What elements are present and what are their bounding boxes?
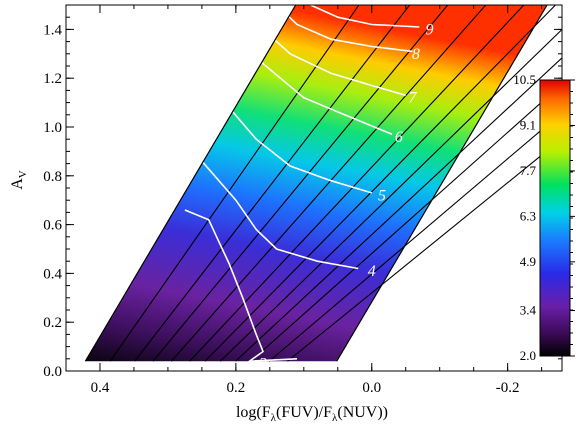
colorbar-tick-label: 4.9 (520, 254, 536, 269)
y-tick-label: 1.0 (43, 120, 62, 136)
x-axis-label: log(Fλ(FUV)/Fλ(NUV)) (236, 404, 388, 424)
contour-label-3: 3 (258, 356, 267, 373)
contour-labels: 3 4 5 6 7 89 (258, 21, 433, 372)
y-axis-label: AV (9, 170, 29, 190)
contour-line-5 (181, 58, 373, 194)
isoline (134, 5, 411, 362)
contour-label-9: 9 (426, 21, 434, 38)
y-tick-label: 0.8 (43, 169, 62, 185)
plot-area: 3 4 5 6 7 89 0.4 0.2 0.0 -0.2 0.0 0.2 0.4 0.6 0.8 1.0… (43, 4, 563, 396)
contour-line-9 (310, 5, 420, 28)
colorbar-tick-label: 9.1 (520, 117, 536, 132)
contour-line-3 (184, 209, 298, 363)
contour-label-5: 5 (378, 187, 386, 204)
colorbar-ticks: 2.0 3.4 4.9 6.3 7.7 9.1 10.5 (513, 72, 575, 363)
contour-label-6: 6 (395, 129, 403, 146)
colorbar-tick-label: 6.3 (520, 208, 536, 223)
colorbar-fill (540, 80, 570, 356)
colorbar-tick-label: 7.7 (520, 163, 537, 178)
contour-line-6 (221, 5, 393, 136)
region-left-edge (84, 5, 297, 362)
contour-label-4: 4 (368, 263, 376, 280)
contour-line-8 (276, 5, 413, 53)
region-right-edge (336, 5, 548, 362)
colorbar-tick-label: 2.0 (520, 348, 536, 363)
y-tick-label: 1.4 (43, 22, 62, 38)
x-tick-label: -0.2 (496, 380, 520, 396)
contour-line-7 (242, 5, 406, 97)
isoline (287, 137, 562, 362)
colorbar-tick-label: 10.5 (513, 72, 536, 87)
color-index-isolines (109, 5, 562, 362)
isoline (170, 5, 487, 362)
y-tick-label: 0.4 (43, 266, 62, 282)
region-edges (84, 5, 548, 362)
isoline (109, 5, 360, 362)
isoline (204, 5, 557, 362)
colorbar: 2.0 3.4 4.9 6.3 7.7 9.1 10.5 (513, 72, 575, 363)
y-tick-label: 0.0 (43, 364, 62, 380)
contour-line-4 (160, 126, 359, 270)
y-tick-label: 0.6 (43, 218, 62, 234)
x-tick-label: 0.4 (91, 380, 110, 396)
isoline (235, 57, 562, 362)
x-axis-ticks: 0.4 0.2 0.0 -0.2 (65, 5, 543, 396)
contour-lines (160, 5, 420, 363)
heatmap-region (85, 5, 548, 362)
y-tick-label: 0.2 (43, 315, 62, 331)
contour-label-8: 8 (412, 46, 420, 63)
isoline (152, 5, 449, 362)
x-tick-label: 0.2 (226, 380, 245, 396)
isoline (219, 28, 562, 362)
colorbar-tick-label: 3.4 (520, 303, 537, 318)
isoline (268, 111, 562, 362)
x-tick-label: 0.0 (362, 380, 381, 396)
y-tick-label: 1.2 (43, 71, 62, 87)
contour-label-7: 7 (409, 90, 418, 107)
isoline (250, 83, 562, 362)
isoline (189, 5, 525, 362)
